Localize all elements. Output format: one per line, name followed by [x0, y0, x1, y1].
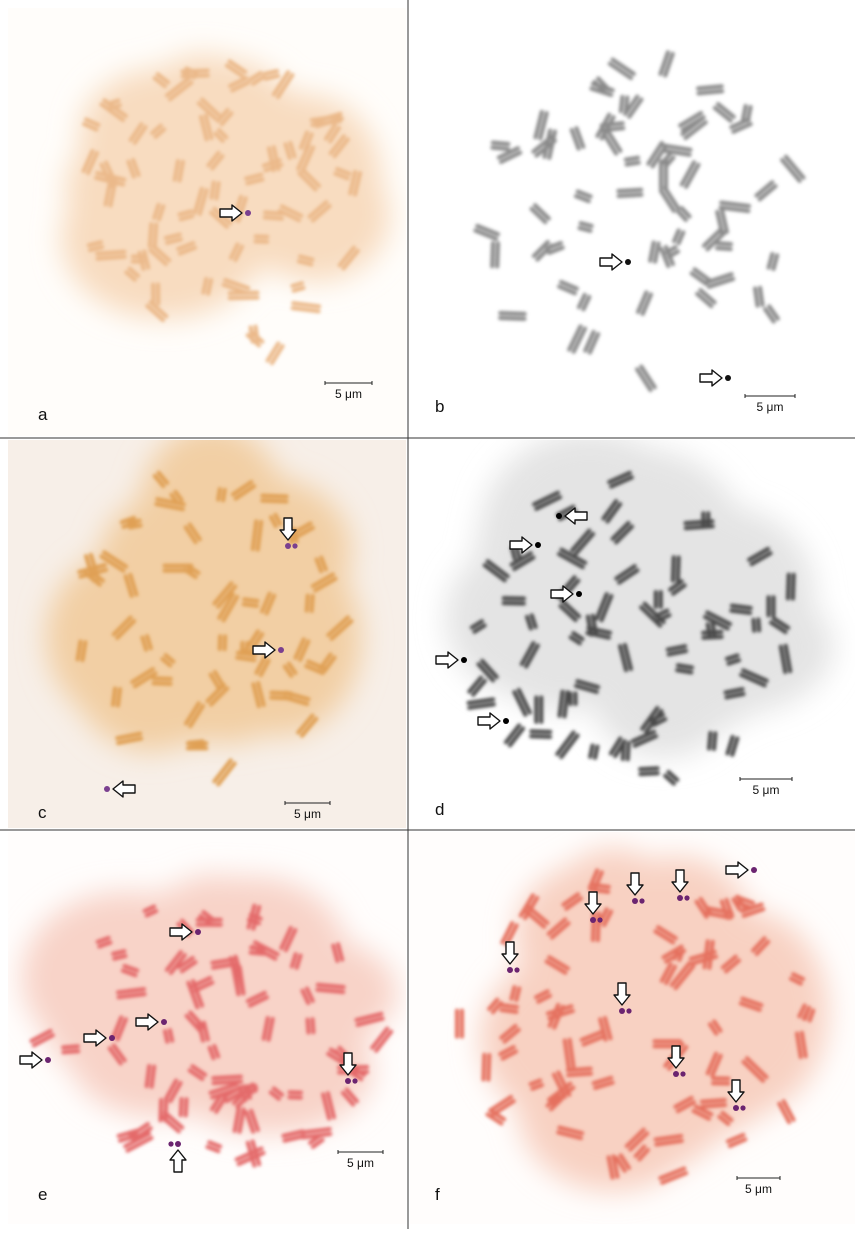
signal-dot [751, 867, 756, 872]
signal-dot [245, 210, 250, 215]
chromatid [502, 601, 526, 605]
panel-label: f [435, 1185, 440, 1204]
signal-dot [45, 1057, 50, 1062]
micrograph-panel [8, 8, 406, 436]
panel-label: d [435, 800, 444, 819]
panel-label: b [435, 397, 444, 416]
scale-bar-label: 5 μm [347, 1156, 374, 1170]
panel-label: e [38, 1185, 47, 1204]
scale-bar-label: 5 μm [335, 387, 362, 401]
scale-bar-label: 5 μm [294, 807, 321, 821]
signal-dot [684, 895, 689, 900]
chromatid [772, 595, 776, 617]
chromatid [131, 254, 145, 258]
figure: 5 μm a 5 μm b 5 μm c 5 μm d 5 μm e 5 μm f [0, 0, 855, 1229]
signal-dot [680, 1071, 685, 1076]
chromatid [711, 1076, 730, 1080]
panels [8, 8, 855, 1224]
signal-dot [507, 967, 513, 973]
chromatid [254, 234, 270, 239]
signal-dot [345, 1078, 351, 1084]
chromatid [156, 282, 160, 305]
chromatid [659, 590, 663, 609]
chromatid [573, 691, 577, 706]
chromatid [269, 696, 292, 701]
micrograph-panel [410, 832, 855, 1224]
signal-dot [673, 1071, 679, 1077]
chromatid [767, 595, 771, 617]
signal-dot [195, 929, 200, 934]
chromatid [529, 729, 552, 734]
micrograph-panel [8, 425, 406, 828]
signal-dot [278, 647, 283, 652]
signal-dot [503, 718, 508, 723]
chromatid [151, 283, 155, 306]
scale-bar-label: 5 μm [753, 783, 780, 797]
signal-dot [597, 917, 602, 922]
signal-dot [175, 1141, 181, 1147]
signal-dot [625, 259, 630, 264]
signal-dot [733, 1105, 739, 1111]
micrograph-panel [410, 8, 855, 436]
signal-dot [639, 898, 644, 903]
chromatid [460, 1009, 464, 1039]
signal-dot [168, 1141, 173, 1146]
signal-dot [514, 967, 519, 972]
signal-dot [109, 1035, 114, 1040]
chromatid [253, 239, 269, 244]
signal-dot [619, 1008, 625, 1014]
chromatid [223, 634, 228, 651]
page: 5 μma5 μmb5 μmc5 μmd5 μme5 μmf (() => { … [0, 0, 855, 1229]
chromatid [539, 695, 543, 723]
scale-bar-label: 5 μm [757, 400, 784, 414]
chromatid [131, 259, 145, 263]
chromatid [502, 596, 526, 600]
signal-dot [292, 543, 297, 548]
scale-bar-label: 5 μm [745, 1182, 772, 1196]
chromatid [653, 1039, 683, 1043]
cell-blob [607, 577, 833, 717]
signal-dot [461, 657, 466, 662]
micrograph-panel [410, 432, 855, 828]
panel-label: a [38, 405, 48, 424]
panel-label: c [38, 803, 47, 822]
chromatid [287, 1095, 303, 1100]
chromatid [269, 691, 292, 696]
chromatid [218, 634, 223, 651]
signal-dot [576, 591, 581, 596]
chromatid [711, 1081, 730, 1085]
chromatid [654, 590, 658, 609]
signal-dot [556, 513, 561, 518]
signal-dot [285, 543, 291, 549]
chromatid [152, 676, 173, 681]
signal-dot [677, 895, 683, 901]
chromatid [228, 296, 260, 301]
signal-dot [352, 1078, 357, 1083]
cell-blob [193, 916, 328, 1031]
signal-dot [725, 375, 730, 380]
chromatid [455, 1009, 459, 1039]
signal-dot [535, 542, 540, 547]
signal-dot [632, 898, 638, 904]
chromatid [151, 681, 172, 686]
signal-dot [590, 917, 596, 923]
signal-dot [104, 786, 109, 791]
signal-dot [161, 1019, 166, 1024]
signal-dot [740, 1105, 745, 1110]
chromatid [529, 734, 552, 739]
chromatid [288, 1090, 304, 1095]
signal-dot [626, 1008, 631, 1013]
chromatid [534, 695, 538, 723]
